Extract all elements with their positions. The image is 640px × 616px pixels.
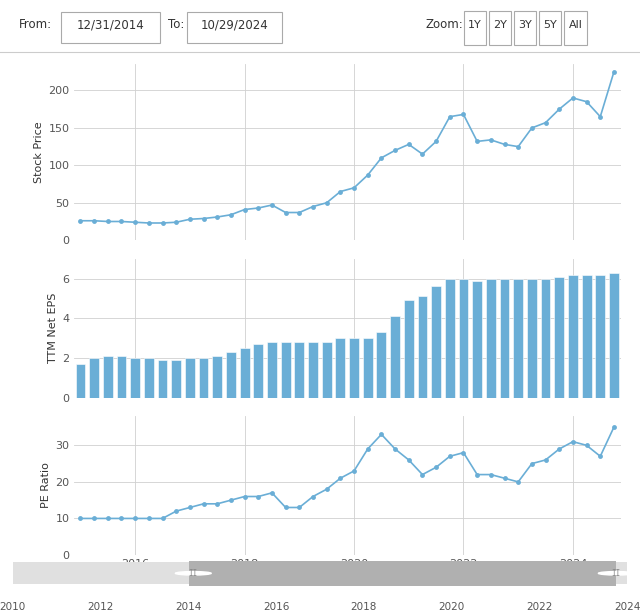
Text: 2022: 2022: [526, 602, 552, 612]
Text: 2Y: 2Y: [493, 20, 507, 30]
Bar: [363, 338, 372, 397]
FancyBboxPatch shape: [539, 11, 561, 45]
Bar: [445, 278, 455, 397]
Bar: [349, 338, 359, 397]
Text: 2018: 2018: [351, 602, 377, 612]
Bar: [513, 278, 523, 397]
Bar: [294, 342, 304, 397]
Bar: [198, 358, 209, 397]
Text: 5Y: 5Y: [543, 20, 557, 30]
Bar: [458, 278, 468, 397]
Y-axis label: PE Ratio: PE Ratio: [41, 463, 51, 508]
Bar: [417, 296, 428, 397]
Text: II: II: [612, 569, 621, 578]
Bar: [322, 342, 332, 397]
Text: Zoom:: Zoom:: [426, 18, 463, 31]
FancyBboxPatch shape: [564, 11, 587, 45]
Bar: [116, 356, 127, 397]
Bar: [172, 360, 181, 397]
Text: 10/29/2024: 10/29/2024: [200, 18, 268, 31]
Bar: [609, 273, 619, 397]
Bar: [308, 342, 318, 397]
Text: From:: From:: [19, 18, 52, 31]
Bar: [157, 360, 168, 397]
Bar: [554, 277, 564, 397]
Text: 1Y: 1Y: [468, 20, 482, 30]
Bar: [376, 332, 387, 397]
Bar: [103, 356, 113, 397]
Bar: [541, 278, 550, 397]
Bar: [226, 352, 236, 397]
Text: All: All: [569, 20, 582, 30]
Bar: [13, 562, 627, 585]
Bar: [472, 280, 482, 397]
Bar: [335, 338, 346, 397]
Bar: [568, 275, 578, 397]
Text: 2020: 2020: [438, 602, 465, 612]
Bar: [185, 358, 195, 397]
FancyBboxPatch shape: [464, 11, 486, 45]
Bar: [212, 356, 222, 397]
Text: 2012: 2012: [88, 602, 114, 612]
Bar: [267, 342, 277, 397]
Circle shape: [175, 572, 211, 575]
FancyBboxPatch shape: [189, 561, 616, 585]
Y-axis label: Stock Price: Stock Price: [34, 121, 44, 183]
Bar: [144, 358, 154, 397]
FancyBboxPatch shape: [514, 11, 536, 45]
Text: 2014: 2014: [175, 602, 202, 612]
Bar: [500, 278, 509, 397]
Bar: [404, 301, 413, 397]
Bar: [595, 275, 605, 397]
Text: II: II: [189, 569, 198, 578]
Bar: [527, 278, 537, 397]
Bar: [130, 358, 140, 397]
Text: To:: To:: [168, 18, 184, 31]
FancyBboxPatch shape: [187, 12, 282, 43]
Bar: [390, 316, 400, 397]
FancyBboxPatch shape: [61, 12, 160, 43]
Bar: [253, 344, 263, 397]
Bar: [76, 364, 85, 397]
Bar: [486, 278, 496, 397]
Bar: [582, 275, 591, 397]
Bar: [431, 286, 441, 397]
Bar: [89, 358, 99, 397]
Bar: [239, 348, 250, 397]
FancyBboxPatch shape: [489, 11, 511, 45]
Text: 12/31/2014: 12/31/2014: [76, 18, 144, 31]
Circle shape: [598, 572, 634, 575]
Text: 2024: 2024: [614, 602, 640, 612]
Text: 3Y: 3Y: [518, 20, 532, 30]
Bar: [281, 342, 291, 397]
Text: 2016: 2016: [263, 602, 289, 612]
Y-axis label: TTM Net EPS: TTM Net EPS: [48, 293, 58, 363]
Text: 2010: 2010: [0, 602, 26, 612]
